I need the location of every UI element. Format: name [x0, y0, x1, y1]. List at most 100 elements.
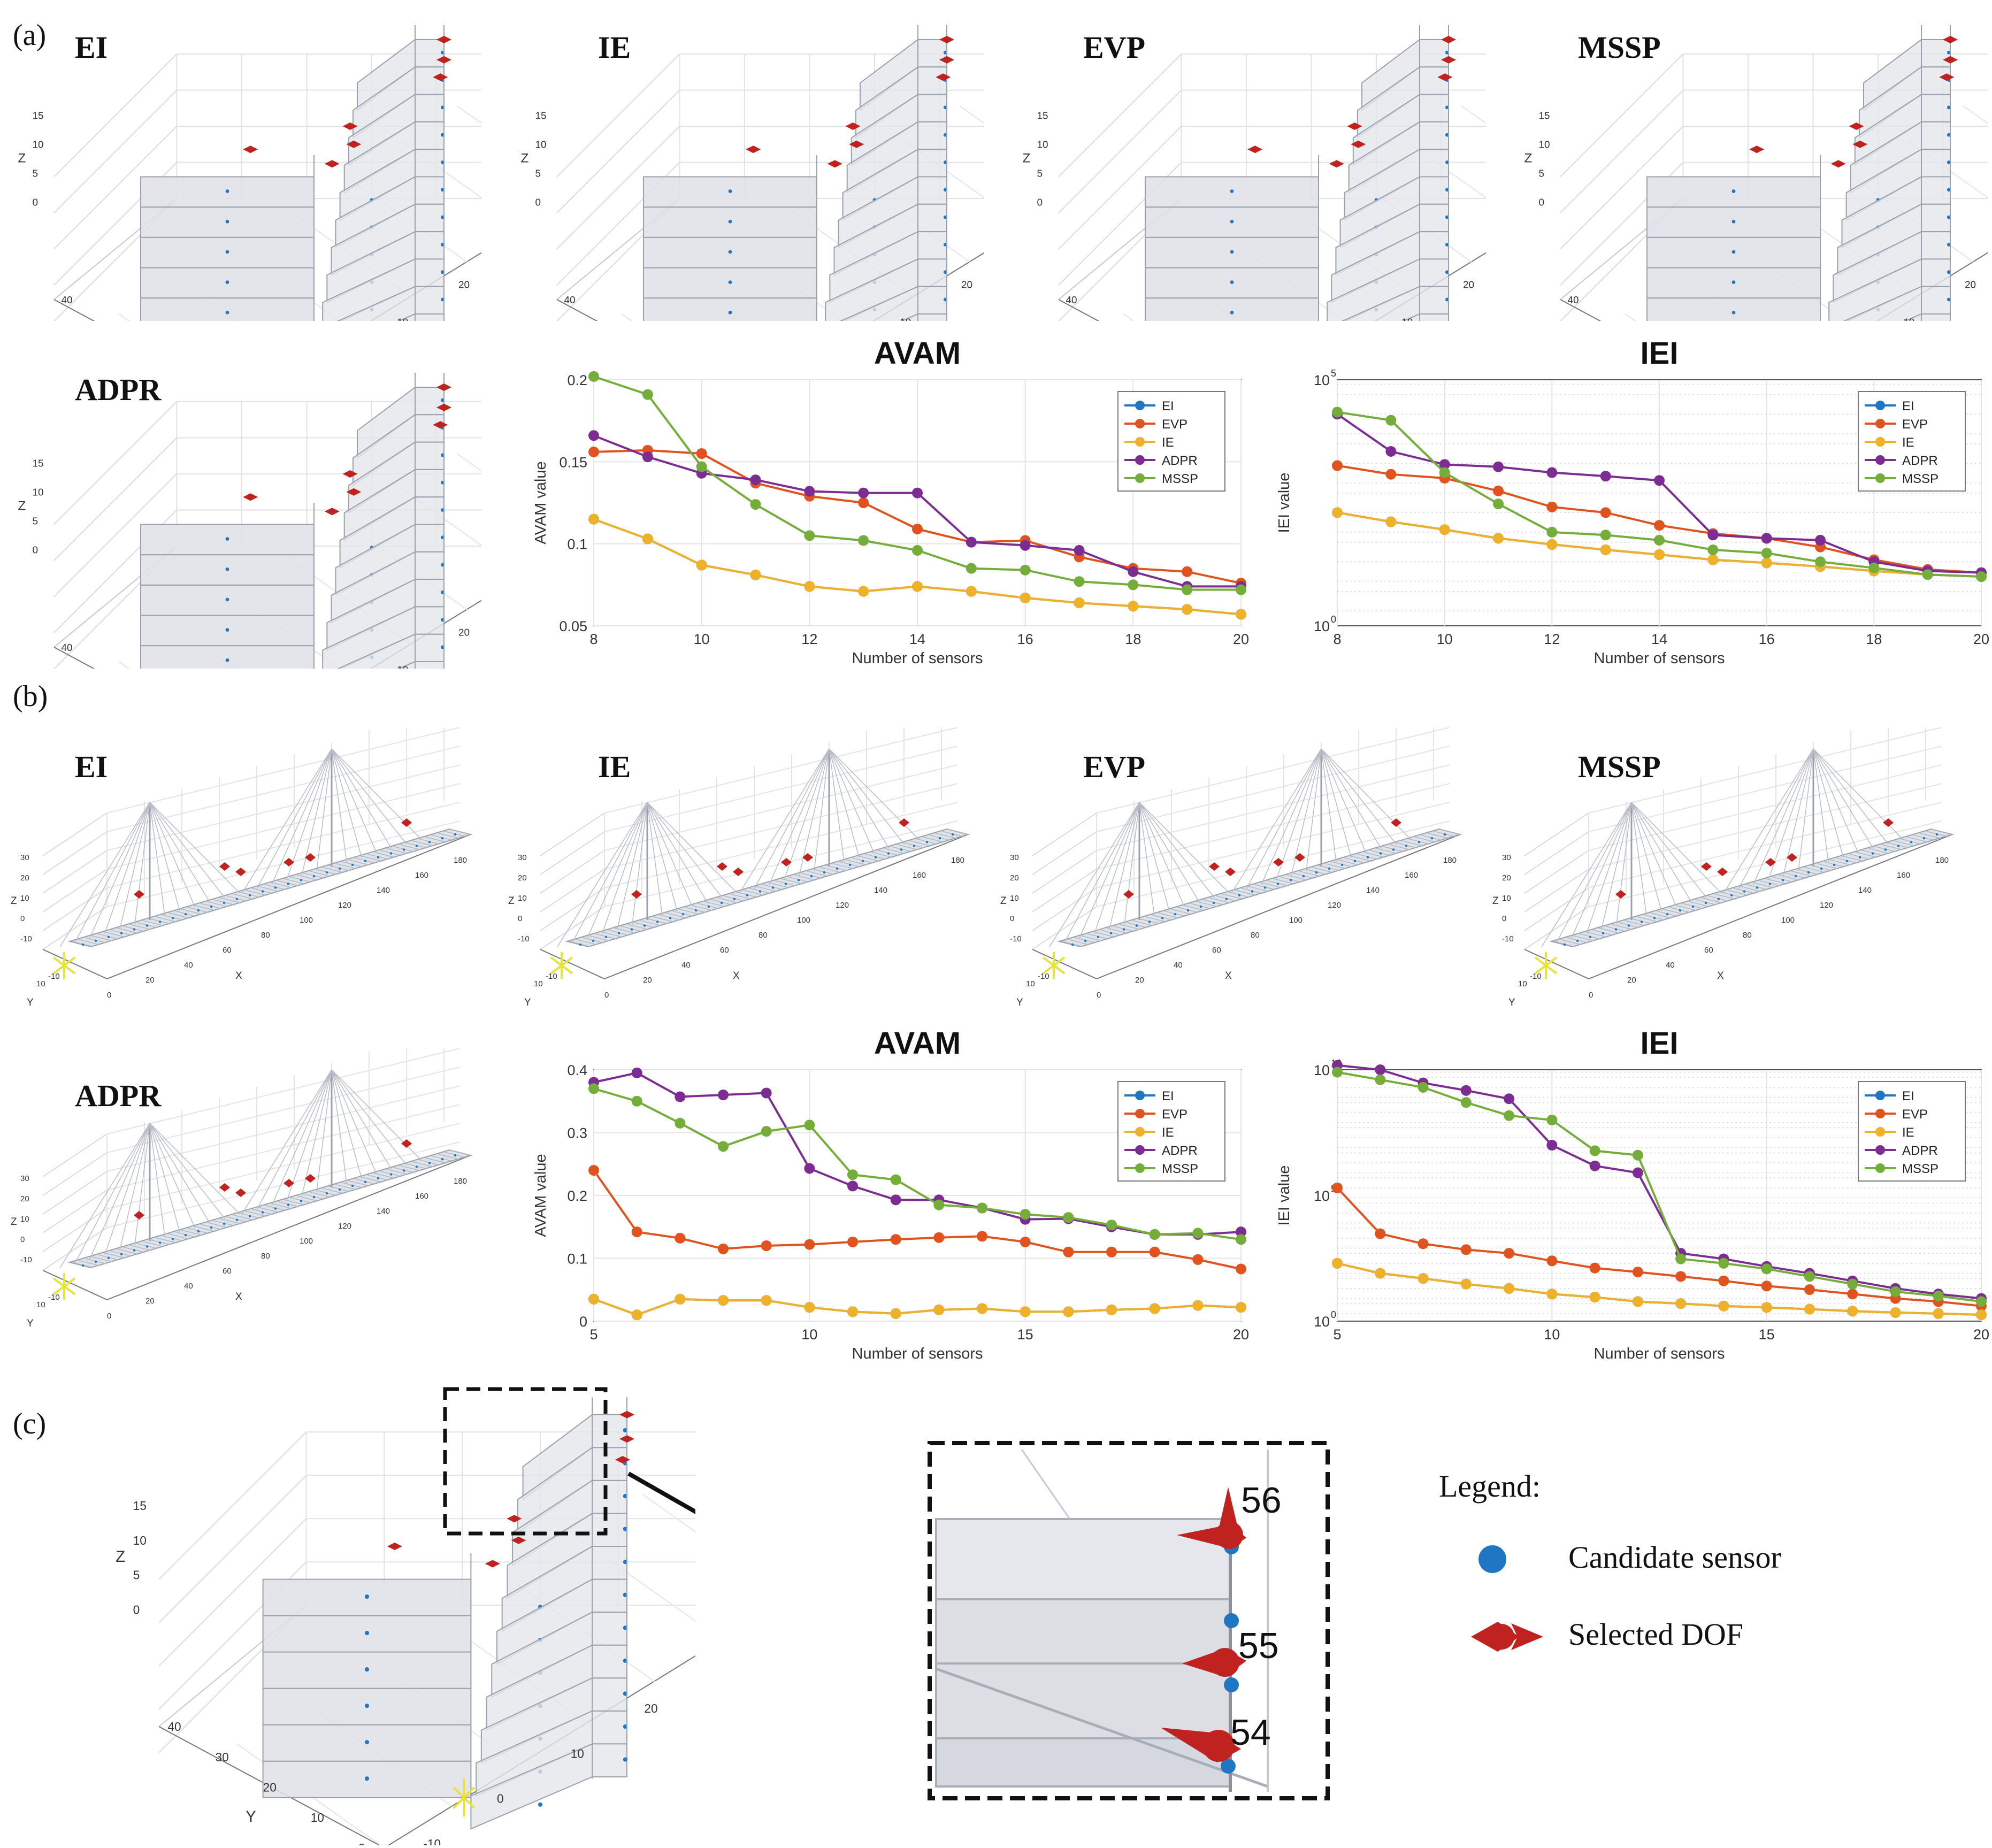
x-tick-label: 40 — [1666, 961, 1675, 970]
origin-marker — [1534, 952, 1558, 979]
legend-candidate-label: Candidate sensor — [1568, 1540, 1781, 1575]
data-point — [977, 1231, 987, 1242]
data-point — [1192, 1254, 1204, 1265]
selected-dof-marker-55 — [1182, 1648, 1246, 1677]
data-point — [1493, 485, 1504, 496]
axis-z-label: Z — [18, 499, 26, 513]
bridge-deck — [67, 1149, 473, 1269]
axis-z-label: Z — [1000, 895, 1007, 907]
data-point — [761, 1126, 772, 1137]
data-point — [718, 1295, 729, 1306]
low-rise-block — [1145, 176, 1319, 321]
data-point — [1149, 1246, 1160, 1257]
selected-dof-marker — [305, 1174, 316, 1183]
y-axis-label: IEI value — [1276, 1165, 1293, 1226]
data-point — [750, 569, 761, 580]
selected-dof-marker — [1347, 122, 1362, 130]
y-tick-label: 0 — [579, 1314, 587, 1330]
axis-ticks: 051015Z010203040Y-10010203040X — [116, 1499, 657, 1845]
x-tick-label: 100 — [1781, 916, 1795, 925]
grid-planes — [42, 1048, 471, 1300]
data-point — [1804, 1284, 1815, 1295]
x-tick-label: 8 — [589, 631, 597, 647]
tower-block — [1318, 25, 1449, 321]
x-tick-label: 10 — [397, 665, 408, 669]
legend-label: IE — [1162, 1125, 1174, 1140]
chart-legend: EI EVP IE ADPR MSSP — [1858, 391, 1966, 492]
x-tick-label: 80 — [261, 931, 270, 940]
x-tick-label: -10 — [423, 1837, 441, 1845]
data-point — [1654, 534, 1665, 546]
data-point — [933, 1199, 945, 1210]
y-tick-label: 30 — [1106, 320, 1117, 321]
data-point — [804, 1119, 815, 1131]
data-point — [1890, 1307, 1901, 1318]
series-line — [593, 1298, 1242, 1316]
selected-dof-marker — [436, 384, 451, 391]
axis-y-line — [1524, 949, 1589, 979]
selected-dof-marker — [1123, 890, 1134, 899]
x-tick-label: 5 — [589, 1326, 597, 1343]
data-point — [675, 1091, 686, 1102]
tower-block — [470, 1397, 627, 1830]
series-line — [1337, 1064, 1982, 1300]
data-point — [1020, 540, 1031, 551]
x-tick-label: 20 — [1973, 1326, 1989, 1343]
data-point — [890, 1194, 901, 1206]
y-tick-label: 0.3 — [567, 1125, 587, 1141]
data-point — [631, 1309, 642, 1321]
legend-selected-swatch — [1471, 1622, 1543, 1652]
data-point — [1385, 446, 1397, 457]
series-mssp — [1332, 407, 1987, 582]
data-point — [1182, 584, 1193, 595]
axis-y-line — [1058, 299, 1100, 321]
series-mssp — [1332, 1067, 1987, 1307]
selected-dof-marker — [324, 160, 340, 168]
selected-dof-marker — [827, 160, 842, 168]
x-tick-label: 14 — [1651, 631, 1667, 647]
thumb-title-a-ie: IE — [598, 30, 631, 65]
axis-y-line — [42, 949, 108, 979]
low-rise-block — [643, 176, 817, 321]
data-point — [1182, 566, 1193, 577]
data-point — [718, 1243, 729, 1254]
z-tick-label: 0 — [20, 914, 25, 923]
data-point — [1922, 569, 1933, 580]
legend-marker — [1135, 455, 1145, 465]
legend-marker — [1875, 437, 1885, 447]
data-point — [1761, 557, 1772, 569]
x-tick-label: 10 — [1437, 631, 1453, 647]
y-tick-label: 10 — [36, 979, 45, 988]
data-point — [912, 545, 923, 556]
data-point — [718, 1090, 729, 1100]
z-tick-label: 30 — [1010, 853, 1019, 862]
selected-dof-marker — [845, 122, 861, 130]
data-point — [1020, 564, 1031, 576]
legend-label: MSSP — [1162, 1162, 1198, 1176]
data-point — [858, 586, 869, 597]
data-point — [1149, 1229, 1160, 1240]
data-point — [1847, 1278, 1858, 1290]
bridge-deck — [67, 828, 473, 948]
x-tick-label: 40 — [184, 961, 193, 970]
x-tick-label: 20 — [145, 1297, 155, 1306]
selected-dof-marker — [1294, 853, 1305, 862]
y-tick-label: 10 — [1314, 1062, 1330, 1078]
x-tick-label: 20 — [643, 976, 652, 985]
x-tick-label: 0 — [1097, 991, 1101, 1000]
axis-z-label: Z — [11, 895, 17, 907]
selected-dof-marker — [243, 145, 258, 154]
selected-dof-marker — [243, 493, 258, 501]
axis-y-line — [53, 647, 95, 669]
axis-y-label: Y — [27, 997, 34, 1008]
axis-z-label: Z — [521, 151, 529, 166]
node-label-56: 56 — [1241, 1480, 1282, 1521]
selected-dof-marker — [401, 818, 412, 827]
data-point — [1718, 1257, 1729, 1269]
axis-ticks: 051015Z010203040Y-10010203040X — [521, 111, 973, 321]
data-point — [1815, 534, 1826, 546]
x-tick-label: 80 — [261, 1252, 270, 1261]
x-tick-label: 180 — [1935, 856, 1949, 865]
y-tick-label: 10 — [1314, 1188, 1330, 1204]
axis-y-line — [556, 299, 598, 321]
